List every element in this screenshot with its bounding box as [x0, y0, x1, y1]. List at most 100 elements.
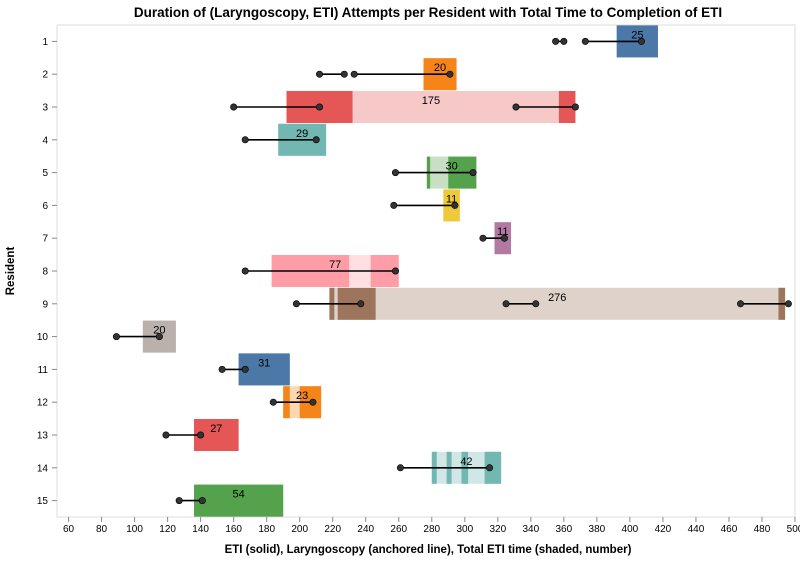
total-time-label: 27 [210, 423, 222, 435]
x-tick-label: 260 [390, 524, 407, 535]
total-time-bar [329, 287, 786, 320]
y-tick-label: 5 [42, 168, 48, 179]
y-tick-label: 6 [42, 201, 48, 212]
laryngoscopy-end-point [391, 267, 399, 275]
y-tick-label: 3 [42, 103, 48, 114]
x-tick-label: 400 [622, 524, 639, 535]
laryngoscopy-start-point [512, 103, 520, 111]
x-tick-label: 200 [291, 524, 308, 535]
resident-row-3: 175 [230, 91, 579, 123]
y-tick-label: 2 [42, 70, 48, 81]
y-tick-label: 12 [37, 398, 49, 409]
total-time-label: 25 [631, 29, 643, 41]
laryngoscopy-start-point [175, 497, 183, 505]
laryngoscopy-end-point [312, 136, 320, 144]
x-tick-label: 80 [96, 524, 108, 535]
laryngoscopy-start-point [581, 37, 589, 45]
laryngoscopy-end-point [500, 234, 508, 242]
resident-row-14: 42 [396, 451, 502, 484]
x-tick-label: 440 [688, 524, 705, 535]
laryngoscopy-start-point [552, 37, 560, 45]
laryngoscopy-end-point [469, 169, 477, 177]
y-tick-label: 11 [38, 365, 49, 376]
laryngoscopy-end-point [532, 300, 540, 308]
resident-row-1: 25 [552, 25, 658, 58]
x-tick-label: 300 [456, 524, 473, 535]
resident-row-9: 276 [292, 287, 792, 320]
x-tick-label: 500 [787, 524, 800, 535]
laryngoscopy-start-point [162, 431, 170, 439]
x-tick-label: 220 [324, 524, 341, 535]
x-tick-label: 60 [63, 524, 75, 535]
total-time-label: 42 [460, 456, 472, 468]
total-time-label: 30 [445, 161, 457, 173]
total-time-label: 11 [446, 193, 457, 205]
laryngoscopy-start-point [292, 300, 300, 308]
y-tick-label: 9 [42, 299, 48, 310]
x-tick-label: 320 [489, 524, 506, 535]
laryngoscopy-end-point [451, 201, 459, 209]
total-time-label: 20 [153, 325, 165, 337]
laryngoscopy-end-point [316, 103, 324, 111]
x-tick-label: 460 [721, 524, 738, 535]
y-tick-label: 15 [37, 496, 49, 507]
x-tick-label: 280 [423, 524, 440, 535]
x-tick-label: 100 [126, 524, 143, 535]
laryngoscopy-end-point [637, 37, 645, 45]
resident-row-12: 23 [269, 386, 322, 419]
resident-row-5: 30 [391, 156, 477, 189]
laryngoscopy-start-point [350, 70, 358, 78]
x-tick-label: 160 [225, 524, 242, 535]
y-tick-label: 7 [42, 234, 48, 245]
y-axis-label: Resident [5, 247, 17, 296]
laryngoscopy-start-point [391, 169, 399, 177]
total-time-label: 29 [296, 128, 308, 140]
laryngoscopy-end-point [486, 464, 494, 472]
laryngoscopy-start-point [112, 333, 120, 341]
resident-row-11: 31 [218, 353, 290, 386]
resident-row-8: 77 [241, 255, 399, 287]
y-tick-label: 1 [42, 37, 48, 48]
laryngoscopy-end-point [784, 300, 792, 308]
laryngoscopy-start-point [218, 365, 226, 373]
x-tick-label: 120 [159, 524, 176, 535]
laryngoscopy-start-point [241, 136, 249, 144]
laryngoscopy-end-point [155, 333, 163, 341]
eti-bar [194, 484, 284, 517]
x-tick-label: 340 [522, 524, 539, 535]
total-time-label: 77 [329, 259, 341, 271]
laryngoscopy-start-point [502, 300, 510, 308]
laryngoscopy-end-point [571, 103, 579, 111]
x-tick-label: 380 [589, 524, 606, 535]
total-time-label: 20 [434, 62, 446, 74]
total-time-label: 11 [497, 226, 508, 238]
laryngoscopy-start-point [316, 70, 324, 78]
total-time-label: 54 [232, 489, 244, 501]
total-time-label: 276 [548, 292, 566, 304]
plot-area: 25 20 175 29 30 11 11 77 276 20 31 23 27 42 54 [56, 24, 796, 518]
laryngoscopy-end-point [340, 70, 348, 78]
total-time-label: 23 [296, 390, 308, 402]
x-tick-label: 480 [754, 524, 771, 535]
resident-row-10: 20 [112, 320, 176, 353]
laryngoscopy-end-point [309, 398, 317, 406]
x-tick-label: 140 [192, 524, 209, 535]
laryngoscopy-start-point [396, 464, 404, 472]
y-tick-label: 4 [42, 135, 48, 146]
resident-row-2: 20 [316, 58, 457, 91]
resident-row-13: 27 [162, 419, 239, 451]
laryngoscopy-end-point [198, 497, 206, 505]
resident-row-4: 29 [241, 123, 327, 156]
chart-title: Duration of (Laryngoscopy, ETI) Attempts… [134, 5, 722, 20]
x-axis-label: ETI (solid), Laryngoscopy (anchored line… [225, 544, 632, 556]
laryngoscopy-start-point [737, 300, 745, 308]
y-tick-label: 10 [37, 332, 49, 343]
laryngoscopy-end-point [197, 431, 205, 439]
laryngoscopy-start-point [269, 398, 277, 406]
resident-row-6: 11 [390, 189, 460, 222]
laryngoscopy-start-point [390, 201, 398, 209]
laryngoscopy-end-point [357, 300, 365, 308]
laryngoscopy-end-point [446, 70, 454, 78]
laryngoscopy-end-point [560, 37, 568, 45]
